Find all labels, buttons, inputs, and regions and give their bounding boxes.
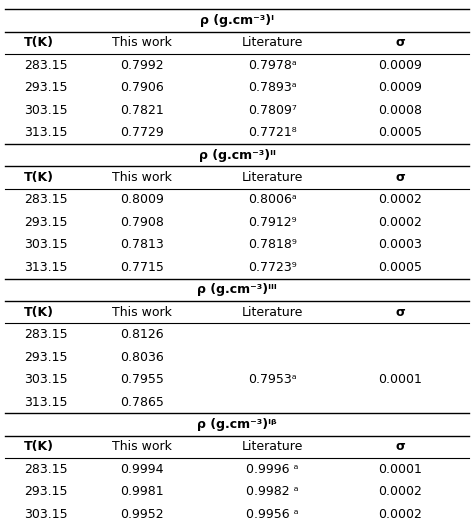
Text: 0.0008: 0.0008 — [379, 104, 422, 117]
Text: 0.7953ᵃ: 0.7953ᵃ — [248, 373, 297, 386]
Text: 0.7809⁷: 0.7809⁷ — [248, 104, 297, 117]
Text: σ: σ — [396, 171, 405, 184]
Text: 0.7955: 0.7955 — [120, 373, 164, 386]
Text: σ: σ — [396, 36, 405, 49]
Text: ρ (g.cm⁻³)ᴵᴵᴵ: ρ (g.cm⁻³)ᴵᴵᴵ — [197, 283, 277, 296]
Text: T(K): T(K) — [24, 440, 54, 453]
Text: 0.7912⁹: 0.7912⁹ — [248, 216, 297, 229]
Text: 0.9952: 0.9952 — [120, 508, 164, 518]
Text: T(K): T(K) — [24, 171, 54, 184]
Text: 0.0009: 0.0009 — [379, 81, 422, 94]
Text: 283.15: 283.15 — [24, 328, 67, 341]
Text: 313.15: 313.15 — [24, 396, 67, 409]
Text: 293.15: 293.15 — [24, 216, 67, 229]
Text: 303.15: 303.15 — [24, 104, 67, 117]
Text: 0.0001: 0.0001 — [379, 463, 422, 476]
Text: σ: σ — [396, 440, 405, 453]
Text: 283.15: 283.15 — [24, 463, 67, 476]
Text: This work: This work — [112, 36, 172, 49]
Text: This work: This work — [112, 306, 172, 319]
Text: 0.8126: 0.8126 — [120, 328, 164, 341]
Text: T(K): T(K) — [24, 306, 54, 319]
Text: Literature: Literature — [242, 440, 303, 453]
Text: 0.0009: 0.0009 — [379, 59, 422, 71]
Text: 0.9994: 0.9994 — [120, 463, 164, 476]
Text: 0.7721⁸: 0.7721⁸ — [248, 126, 297, 139]
Text: 0.8006ᵃ: 0.8006ᵃ — [248, 193, 297, 206]
Text: This work: This work — [112, 171, 172, 184]
Text: 0.7893ᵃ: 0.7893ᵃ — [248, 81, 297, 94]
Text: 283.15: 283.15 — [24, 59, 67, 71]
Text: This work: This work — [112, 440, 172, 453]
Text: 0.7818⁹: 0.7818⁹ — [248, 238, 297, 251]
Text: 0.7729: 0.7729 — [120, 126, 164, 139]
Text: 303.15: 303.15 — [24, 373, 67, 386]
Text: 0.0005: 0.0005 — [379, 261, 422, 274]
Text: 0.9981: 0.9981 — [120, 485, 164, 498]
Text: 293.15: 293.15 — [24, 485, 67, 498]
Text: ρ (g.cm⁻³)ᴵ: ρ (g.cm⁻³)ᴵ — [200, 14, 274, 27]
Text: 0.9956 ᵃ: 0.9956 ᵃ — [246, 508, 299, 518]
Text: 0.0002: 0.0002 — [379, 193, 422, 206]
Text: 0.0003: 0.0003 — [379, 238, 422, 251]
Text: 303.15: 303.15 — [24, 508, 67, 518]
Text: 283.15: 283.15 — [24, 193, 67, 206]
Text: 0.7865: 0.7865 — [120, 396, 164, 409]
Text: σ: σ — [396, 306, 405, 319]
Text: ρ (g.cm⁻³)ᴵᴵ: ρ (g.cm⁻³)ᴵᴵ — [199, 149, 275, 162]
Text: 293.15: 293.15 — [24, 351, 67, 364]
Text: 0.7978ᵃ: 0.7978ᵃ — [248, 59, 297, 71]
Text: 0.9996 ᵃ: 0.9996 ᵃ — [246, 463, 299, 476]
Text: 0.7908: 0.7908 — [120, 216, 164, 229]
Text: 0.7992: 0.7992 — [120, 59, 164, 71]
Text: T(K): T(K) — [24, 36, 54, 49]
Text: 0.8009: 0.8009 — [120, 193, 164, 206]
Text: 0.0002: 0.0002 — [379, 216, 422, 229]
Text: 0.8036: 0.8036 — [120, 351, 164, 364]
Text: 313.15: 313.15 — [24, 126, 67, 139]
Text: 0.9982 ᵃ: 0.9982 ᵃ — [246, 485, 299, 498]
Text: 293.15: 293.15 — [24, 81, 67, 94]
Text: 0.7821: 0.7821 — [120, 104, 164, 117]
Text: 0.0001: 0.0001 — [379, 373, 422, 386]
Text: 313.15: 313.15 — [24, 261, 67, 274]
Text: 0.0002: 0.0002 — [379, 508, 422, 518]
Text: Literature: Literature — [242, 36, 303, 49]
Text: 0.7906: 0.7906 — [120, 81, 164, 94]
Text: 0.7813: 0.7813 — [120, 238, 164, 251]
Text: 0.7715: 0.7715 — [120, 261, 164, 274]
Text: 0.0002: 0.0002 — [379, 485, 422, 498]
Text: ρ (g.cm⁻³)ᴵᵝ: ρ (g.cm⁻³)ᴵᵝ — [197, 418, 277, 431]
Text: 0.0005: 0.0005 — [379, 126, 422, 139]
Text: Literature: Literature — [242, 171, 303, 184]
Text: Literature: Literature — [242, 306, 303, 319]
Text: 0.7723⁹: 0.7723⁹ — [248, 261, 297, 274]
Text: 303.15: 303.15 — [24, 238, 67, 251]
